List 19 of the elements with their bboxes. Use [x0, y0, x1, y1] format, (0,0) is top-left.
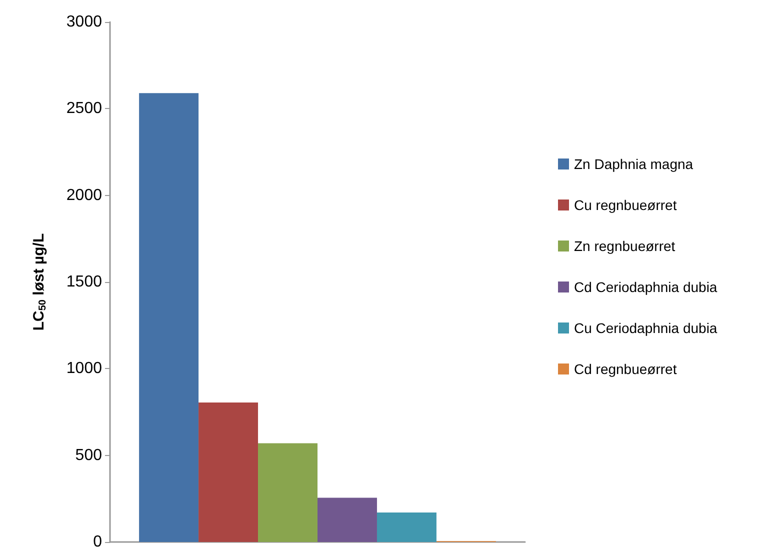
- legend-label: Zn regnbueørret: [574, 238, 676, 254]
- legend-label: Zn Daphnia magna: [574, 156, 694, 172]
- y-tick-label: 1500: [66, 274, 102, 290]
- y-tick-label: 3000: [66, 14, 102, 30]
- legend-label: Cu Ceriodaphnia dubia: [574, 320, 718, 336]
- legend-label: Cu regnbueørret: [574, 197, 677, 213]
- y-tick-label: 1000: [66, 360, 102, 378]
- bar: [139, 93, 199, 542]
- legend-label: Cd Ceriodaphnia dubia: [574, 279, 718, 295]
- y-tick-label: 0: [93, 534, 102, 550]
- y-tick-label: 2500: [66, 100, 102, 118]
- bar: [376, 512, 436, 542]
- y-tick-label: 500: [75, 446, 102, 464]
- bar: [318, 498, 377, 542]
- bar: [258, 443, 318, 542]
- legend-label: Cd regnbueørret: [574, 361, 677, 377]
- bar: [198, 402, 258, 542]
- y-tick-label: 2000: [66, 186, 102, 204]
- y-axis-title: LC50 løst µg/L: [30, 233, 48, 331]
